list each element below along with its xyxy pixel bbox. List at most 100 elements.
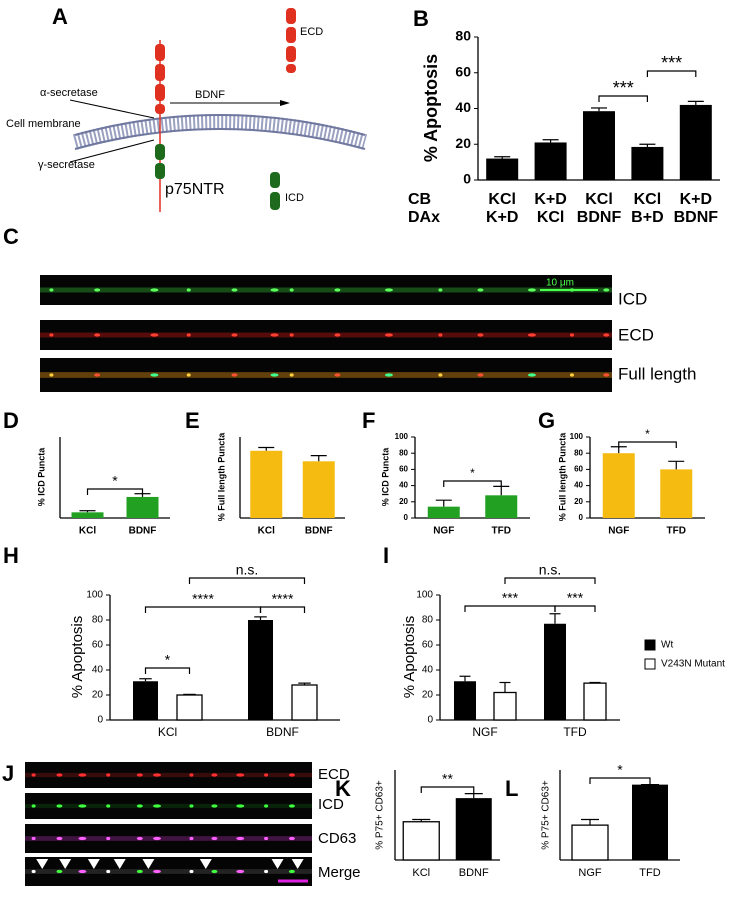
punctum <box>136 804 143 808</box>
ecd-domain <box>286 46 296 62</box>
micrographs: C ICD ECD Full length 10 μm <box>3 224 696 392</box>
x-tick-label: BDNF <box>129 526 157 537</box>
bar <box>571 824 609 861</box>
x-tick-label: TFD <box>563 725 587 739</box>
icd-domain <box>155 144 165 160</box>
bar <box>660 469 693 518</box>
panel-label: E <box>185 408 200 433</box>
punctum <box>211 869 218 874</box>
y-axis-label: % Apoptosis <box>69 616 86 699</box>
pointer <box>69 139 155 163</box>
panel-label: J <box>2 761 14 786</box>
significance-label: * <box>617 762 623 778</box>
y-tick-label: 20 <box>399 497 408 506</box>
significance-bracket <box>86 488 144 495</box>
ecd-domain <box>286 27 296 43</box>
punctum <box>150 373 159 377</box>
membrane-edge <box>74 128 366 150</box>
bar <box>402 821 440 861</box>
legend-swatch <box>644 639 656 651</box>
punctum <box>289 373 294 377</box>
bar <box>71 512 104 518</box>
y-tick-label: 60 <box>92 640 104 651</box>
punctum <box>527 288 536 292</box>
bar <box>302 461 335 518</box>
punctum <box>289 288 294 292</box>
bar <box>583 111 615 180</box>
significance-bracket <box>259 606 306 613</box>
punctum <box>236 804 245 808</box>
arrowhead-marker <box>59 859 72 869</box>
y-tick-label: 60 <box>574 465 583 474</box>
significance-label: **** <box>272 591 294 607</box>
bar <box>583 682 607 721</box>
x-tick-label: KCl <box>258 526 275 537</box>
punctum <box>334 333 341 337</box>
x-tick-label: NGF <box>608 526 629 537</box>
punctum <box>231 333 238 337</box>
x-tick-label: KCl <box>488 191 516 208</box>
y-tick-label: 20 <box>422 690 434 701</box>
y-axis-label: % Full length Puncta <box>557 432 567 521</box>
punctum <box>136 836 143 841</box>
punctum <box>288 773 295 777</box>
punctum <box>186 288 191 292</box>
punctum <box>150 288 159 292</box>
panel-label: I <box>383 543 389 568</box>
punctum <box>56 804 63 808</box>
arrowhead-marker <box>142 859 155 869</box>
x-tick-label: BDNF <box>674 209 719 226</box>
punctum <box>438 373 443 377</box>
significance-bracket <box>464 605 556 612</box>
y-axis-label: % P75+ CD63+ <box>375 780 386 850</box>
punctum <box>136 869 143 874</box>
punctum <box>136 773 143 777</box>
y-tick-label: 0 <box>463 171 471 187</box>
ecd-domain <box>155 44 165 61</box>
bar <box>291 684 318 721</box>
punctum <box>186 333 191 337</box>
significance-bracket <box>144 606 262 613</box>
punctum <box>31 773 36 777</box>
y-tick-label: 80 <box>574 448 583 457</box>
x-tick-label: NGF <box>578 867 602 879</box>
x-tick-label: KCl <box>634 191 662 208</box>
pointer <box>69 99 155 119</box>
y-tick-label: 20 <box>574 497 583 506</box>
significance-label: *** <box>567 590 584 606</box>
punctum <box>527 333 536 337</box>
legend-swatch <box>644 658 656 670</box>
arrowhead-marker <box>199 859 212 869</box>
punctum <box>603 333 610 337</box>
membrane-edge <box>74 114 366 136</box>
panel-label: D <box>3 408 19 433</box>
x-tick-label: NGF <box>433 526 454 537</box>
significance-label: * <box>645 427 650 441</box>
punctum <box>231 288 238 292</box>
bar <box>133 681 158 720</box>
y-tick-label: 80 <box>399 448 408 457</box>
x-tick-label: KCl <box>412 867 430 879</box>
arrowhead-marker <box>87 859 100 869</box>
punctum <box>211 804 218 808</box>
punctum <box>153 804 162 808</box>
punctum <box>94 333 101 337</box>
x-tick-label: B+D <box>631 209 663 226</box>
significance-label: *** <box>613 78 634 98</box>
y-tick-label: 60 <box>455 63 471 79</box>
x-tick-label: BDNF <box>305 526 333 537</box>
punctum <box>78 869 87 874</box>
significance-bracket <box>589 777 651 784</box>
y-tick-label: 20 <box>455 135 471 151</box>
bar <box>493 691 517 721</box>
x-tick-label: K+D <box>486 209 518 226</box>
y-axis-label: % Apoptosis <box>421 54 441 162</box>
punctum <box>334 288 341 292</box>
y-tick-label: 40 <box>399 481 408 490</box>
y-tick-label: 100 <box>86 590 103 601</box>
significance-label: ** <box>442 771 453 787</box>
bar <box>486 158 519 180</box>
punctum <box>31 869 36 874</box>
punctum <box>384 333 393 337</box>
